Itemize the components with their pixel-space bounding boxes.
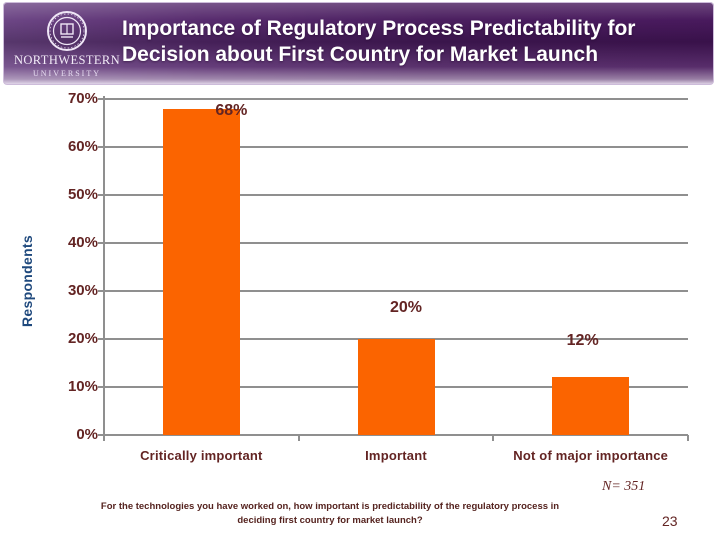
logo-text-university: UNIVERSITY	[33, 69, 101, 78]
page-number: 23	[662, 513, 678, 529]
y-axis-tick-label: 10%	[67, 378, 98, 395]
gridline	[104, 194, 688, 196]
x-axis-category-label: Not of major importance	[513, 448, 669, 463]
gridline	[104, 98, 688, 100]
y-axis-tick-label: 30%	[67, 282, 98, 299]
sample-size-note: N= 351	[602, 479, 646, 494]
logo-text-northwestern: NORTHWESTERN	[13, 53, 121, 67]
bar-1	[162, 108, 240, 435]
slide-title-line2: Decision about First Country for Market …	[122, 43, 599, 66]
y-axis-tick-label: 20%	[67, 330, 98, 347]
y-axis-tick-label: 70%	[67, 90, 98, 107]
y-axis-tick	[98, 194, 104, 196]
bar-2	[357, 339, 435, 435]
y-axis-tick	[98, 338, 104, 340]
x-axis-category-label: Important	[365, 448, 427, 463]
bar-3	[552, 377, 630, 435]
y-axis-tick-label: 60%	[67, 138, 98, 155]
gridline	[104, 242, 688, 244]
survey-question: For the technologies you have worked on,…	[60, 500, 600, 528]
x-axis-tick	[297, 435, 300, 441]
slide-title-line1: Importance of Regulatory Process Predict…	[122, 17, 636, 40]
gridline	[104, 290, 688, 292]
survey-question-line1: For the technologies you have worked on,…	[100, 501, 560, 512]
x-axis-tick	[492, 435, 495, 441]
y-axis-tick	[98, 434, 104, 436]
y-axis-tick-label: 50%	[67, 186, 98, 203]
x-axis-tick	[103, 435, 105, 441]
x-axis-tick	[687, 435, 689, 441]
university-seal-icon	[47, 11, 87, 51]
y-axis-title: Respondents	[19, 235, 35, 327]
y-axis-tick	[98, 386, 104, 388]
survey-question-line2: deciding first country for market launch…	[237, 515, 423, 526]
y-axis-tick	[98, 98, 104, 100]
bar-value-label: 68%	[215, 101, 248, 119]
y-axis-tick-label: 40%	[67, 234, 98, 251]
y-axis-line	[103, 96, 105, 436]
bar-value-label: 12%	[566, 332, 599, 350]
university-logo: NORTHWESTERN UNIVERSITY	[12, 8, 122, 78]
slide-title: Importance of Regulatory Process Predict…	[122, 16, 718, 68]
gridline	[104, 146, 688, 148]
y-axis-tick	[98, 242, 104, 244]
bar-value-label: 20%	[390, 299, 423, 316]
y-axis-tick	[98, 290, 104, 292]
x-axis-category-label: Critically important	[140, 448, 263, 463]
y-axis-tick	[98, 146, 104, 148]
x-axis-line	[104, 434, 688, 436]
header-banner: NORTHWESTERN UNIVERSITY Importance of Re…	[3, 2, 714, 85]
y-axis-tick-label: 0%	[76, 426, 98, 443]
